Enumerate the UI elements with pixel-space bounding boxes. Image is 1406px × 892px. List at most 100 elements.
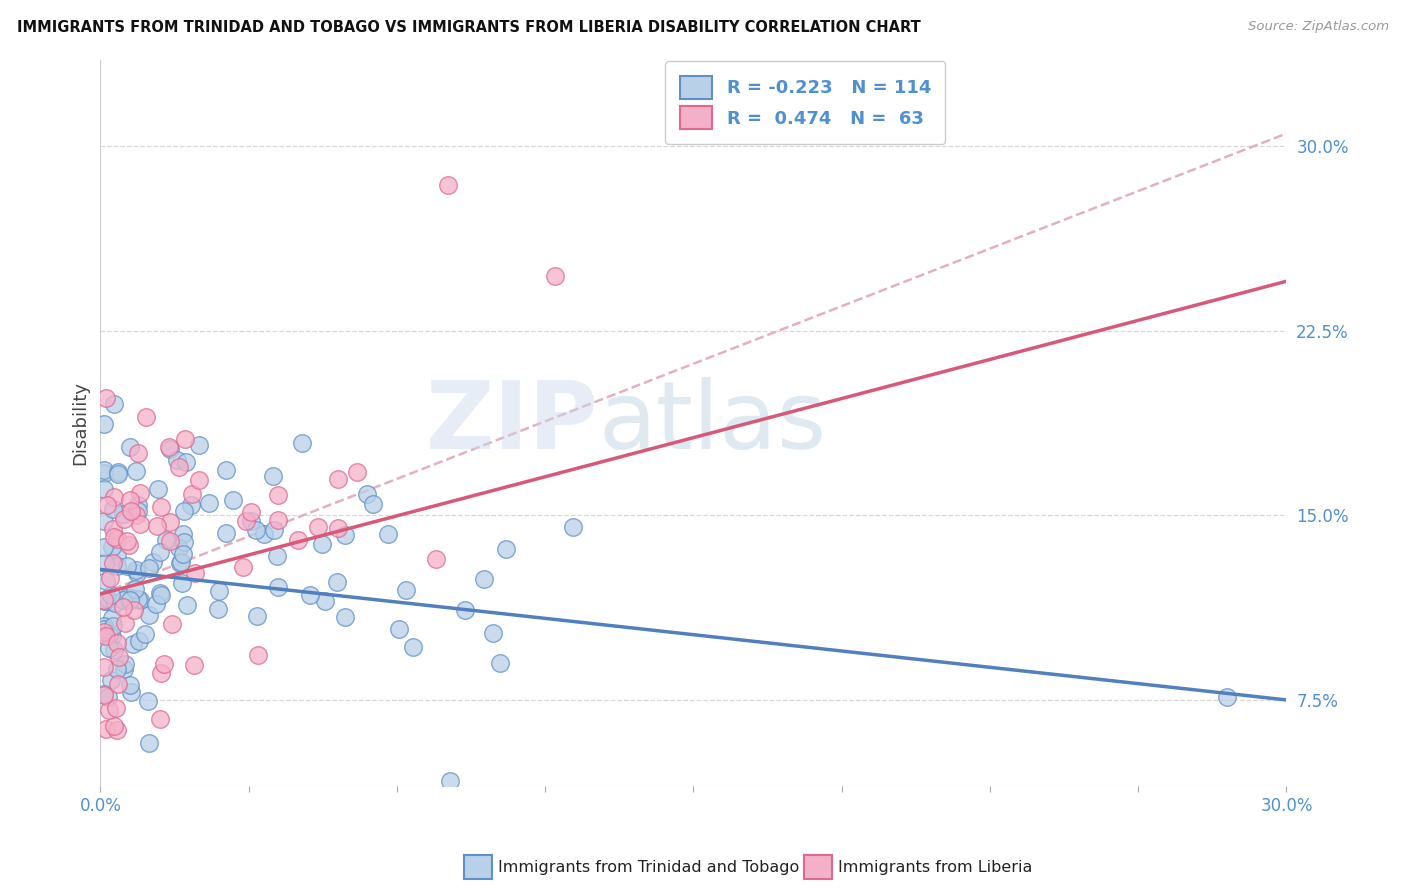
Point	[100, 588, 122, 602]
Point	[97, 690, 120, 705]
Point	[149, 545, 172, 559]
Point	[183, 658, 205, 673]
Point	[101, 502, 124, 516]
Point	[93, 417, 115, 432]
Point	[120, 593, 142, 607]
Y-axis label: Disability: Disability	[72, 381, 89, 465]
Point	[157, 440, 180, 454]
Point	[207, 602, 229, 616]
Point	[267, 488, 290, 502]
Point	[159, 515, 181, 529]
Point	[122, 603, 145, 617]
Point	[138, 561, 160, 575]
Point	[439, 773, 461, 788]
Point	[96, 498, 118, 512]
Point	[267, 580, 290, 594]
Point	[145, 598, 167, 612]
Point	[93, 622, 115, 636]
Point	[101, 522, 124, 536]
Point	[299, 588, 322, 602]
Point	[335, 528, 357, 542]
Point	[127, 446, 149, 460]
Point	[114, 591, 136, 605]
Point	[388, 622, 411, 636]
Point	[142, 555, 165, 569]
Point	[253, 527, 276, 541]
Point	[111, 593, 134, 607]
Point	[149, 586, 172, 600]
Point	[425, 552, 447, 566]
Point	[346, 465, 368, 479]
Point	[167, 541, 190, 555]
Point	[160, 617, 183, 632]
Point	[115, 534, 138, 549]
Point	[105, 532, 128, 546]
Point	[93, 619, 115, 633]
Point	[489, 657, 512, 671]
Point	[101, 629, 124, 643]
Point	[1216, 690, 1239, 705]
Point	[93, 540, 115, 554]
Point	[208, 584, 231, 599]
Point	[215, 526, 238, 541]
Point	[181, 487, 204, 501]
Point	[159, 533, 181, 548]
Point	[97, 703, 120, 717]
Point	[105, 558, 128, 573]
Point	[482, 626, 505, 640]
Point	[184, 566, 207, 580]
Point	[172, 548, 194, 562]
Point	[173, 504, 195, 518]
Point	[166, 453, 188, 467]
Point	[100, 673, 122, 687]
Point	[101, 619, 124, 633]
Point	[104, 596, 127, 610]
Point	[188, 474, 211, 488]
Text: atlas: atlas	[599, 377, 827, 469]
Point	[97, 592, 120, 607]
Point	[173, 535, 195, 549]
Point	[93, 463, 115, 477]
Point	[128, 633, 150, 648]
Point	[562, 520, 585, 534]
Point	[176, 599, 198, 613]
Point	[326, 520, 349, 534]
Point	[124, 464, 146, 478]
Point	[129, 593, 152, 607]
Point	[454, 603, 477, 617]
Point	[105, 662, 128, 676]
Point	[127, 566, 149, 581]
Point	[118, 493, 141, 508]
Point	[247, 648, 270, 662]
Point	[235, 514, 257, 528]
Point	[266, 549, 288, 563]
Text: Immigrants from Trinidad and Tobago: Immigrants from Trinidad and Tobago	[498, 860, 799, 874]
Point	[93, 688, 115, 702]
Point	[124, 582, 146, 596]
Point	[129, 517, 152, 532]
Point	[146, 519, 169, 533]
Point	[263, 524, 285, 538]
Point	[100, 540, 122, 554]
Point	[148, 482, 170, 496]
Point	[187, 438, 209, 452]
Point	[98, 571, 121, 585]
Point	[107, 467, 129, 481]
Point	[153, 657, 176, 672]
Point	[267, 513, 290, 527]
Point	[437, 178, 460, 193]
Point	[112, 511, 135, 525]
Point	[120, 503, 142, 517]
Point	[169, 556, 191, 570]
Point	[93, 660, 115, 674]
Point	[326, 575, 349, 590]
Point	[100, 610, 122, 624]
Point	[138, 736, 160, 750]
Point	[93, 467, 115, 481]
Point	[120, 678, 142, 692]
Point	[173, 432, 195, 446]
Point	[402, 640, 425, 654]
Point	[395, 583, 418, 598]
Point	[138, 607, 160, 622]
Point	[98, 628, 121, 642]
